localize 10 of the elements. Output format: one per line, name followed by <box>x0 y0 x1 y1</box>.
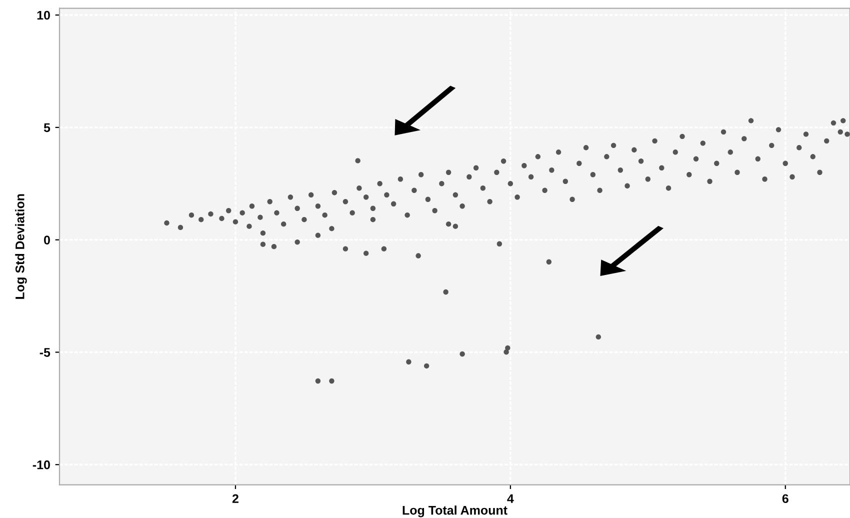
y-tick-label: -5 <box>40 348 50 357</box>
y-tick-label: -10 <box>32 460 50 470</box>
y-tick-label: 10 <box>37 10 50 20</box>
x-tick-label: 6 <box>782 494 788 504</box>
x-tick-label: 4 <box>507 494 514 503</box>
x-axis-title: Log Total Amount <box>402 506 508 518</box>
x-tick-label: 2 <box>232 494 238 503</box>
y-tick-label: 5 <box>44 123 50 132</box>
y-tick-label: 0 <box>44 236 50 244</box>
y-axis-title: Log Std Deviation <box>15 194 27 299</box>
